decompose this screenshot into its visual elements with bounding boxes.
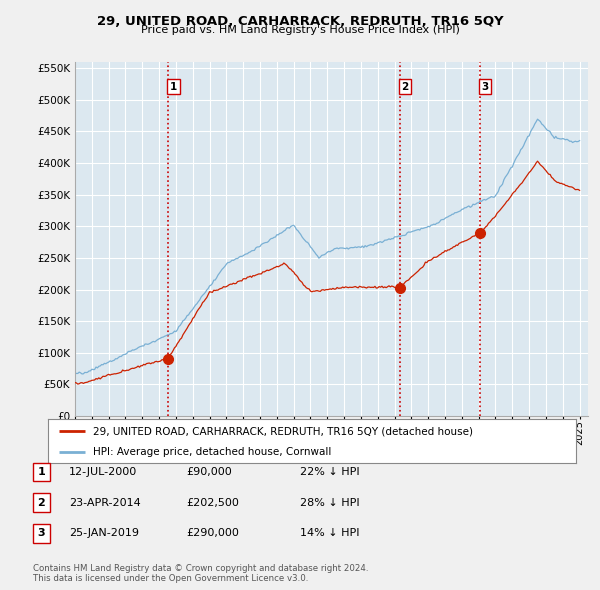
Text: 29, UNITED ROAD, CARHARRACK, REDRUTH, TR16 5QY: 29, UNITED ROAD, CARHARRACK, REDRUTH, TR… xyxy=(97,15,503,28)
Text: 28% ↓ HPI: 28% ↓ HPI xyxy=(300,498,359,507)
Text: 29, UNITED ROAD, CARHARRACK, REDRUTH, TR16 5QY (detached house): 29, UNITED ROAD, CARHARRACK, REDRUTH, TR… xyxy=(93,427,473,436)
Text: 25-JAN-2019: 25-JAN-2019 xyxy=(69,529,139,538)
Text: £202,500: £202,500 xyxy=(186,498,239,507)
Text: 3: 3 xyxy=(482,82,489,91)
Text: 1: 1 xyxy=(170,82,177,91)
Text: 22% ↓ HPI: 22% ↓ HPI xyxy=(300,467,359,477)
Text: 2: 2 xyxy=(38,498,45,507)
Text: 23-APR-2014: 23-APR-2014 xyxy=(69,498,141,507)
Text: 3: 3 xyxy=(38,529,45,538)
Text: Price paid vs. HM Land Registry's House Price Index (HPI): Price paid vs. HM Land Registry's House … xyxy=(140,25,460,35)
Text: 14% ↓ HPI: 14% ↓ HPI xyxy=(300,529,359,538)
Text: 12-JUL-2000: 12-JUL-2000 xyxy=(69,467,137,477)
Text: 2: 2 xyxy=(401,82,409,91)
Text: Contains HM Land Registry data © Crown copyright and database right 2024.
This d: Contains HM Land Registry data © Crown c… xyxy=(33,563,368,583)
Text: 1: 1 xyxy=(38,467,45,477)
Text: £290,000: £290,000 xyxy=(186,529,239,538)
Text: £90,000: £90,000 xyxy=(186,467,232,477)
Text: HPI: Average price, detached house, Cornwall: HPI: Average price, detached house, Corn… xyxy=(93,447,331,457)
